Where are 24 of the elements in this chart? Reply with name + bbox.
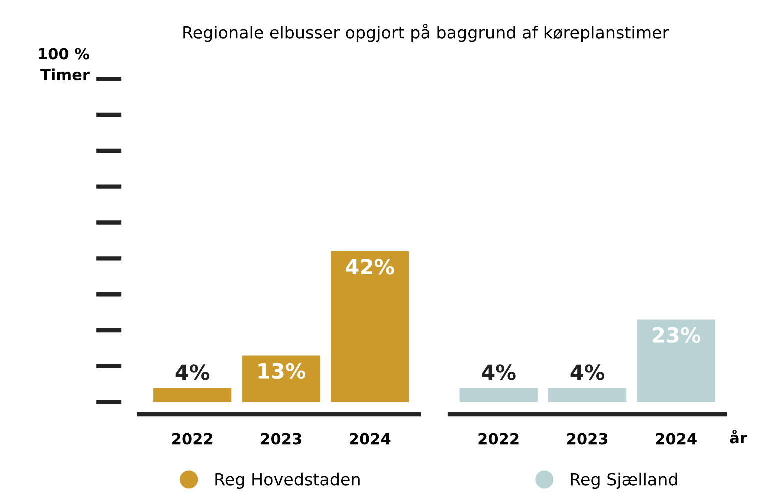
data-label: 4%	[176, 364, 210, 380]
x-tick-label: 2024	[350, 433, 391, 445]
bar	[242, 356, 320, 402]
x-tick-label: 2023	[261, 433, 302, 445]
x-tick-label: 2024	[656, 433, 697, 445]
x-tick-label: 2022	[172, 433, 213, 445]
data-label: 23%	[653, 327, 701, 344]
bar	[637, 320, 716, 402]
x-axis-title: år	[730, 430, 748, 444]
chart-title: Regionale elbusser opgjort på baggrund af køreplanstimer	[184, 24, 670, 42]
legend-label: Reg Hovedstaden	[216, 472, 360, 490]
x-tick-label: 2023	[568, 433, 608, 445]
bar	[548, 388, 627, 402]
data-label: 42%	[346, 259, 394, 275]
text: 100 %	[39, 48, 90, 60]
text: Timer	[40, 68, 90, 81]
legend-label: Reg Sjælland	[571, 472, 678, 490]
bar	[460, 388, 538, 402]
x-tick-label: 2022	[478, 433, 519, 445]
bar	[154, 388, 232, 402]
data-label: 4%	[570, 364, 605, 380]
bar	[331, 252, 410, 402]
data-label: 13%	[258, 363, 306, 380]
data-label: 4%	[482, 364, 516, 380]
